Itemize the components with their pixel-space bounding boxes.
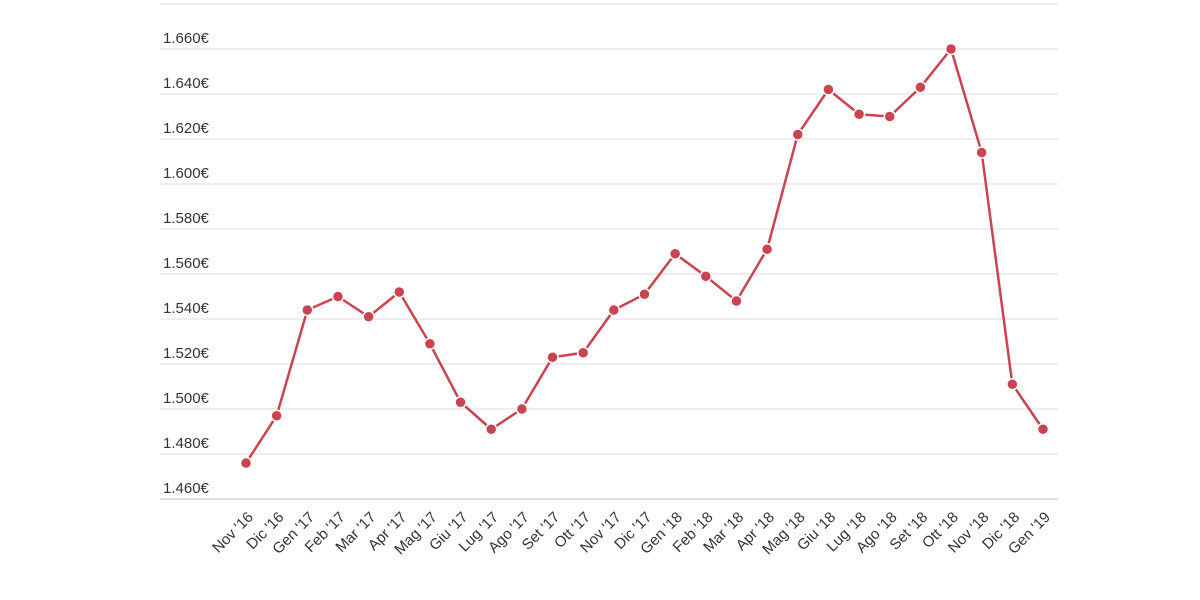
data-point xyxy=(914,81,927,94)
data-point xyxy=(730,294,743,308)
data-point xyxy=(791,128,805,141)
data-point xyxy=(331,290,345,303)
data-point xyxy=(1006,378,1019,391)
data-point xyxy=(576,346,590,359)
data-point xyxy=(362,310,375,323)
y-tick-label: 1.460€ xyxy=(163,480,210,497)
data-point xyxy=(852,108,866,121)
data-point xyxy=(423,337,437,350)
data-point xyxy=(668,247,682,260)
data-point xyxy=(883,110,896,123)
y-tick-label: 1.480€ xyxy=(163,435,210,452)
y-tick-label: 1.620€ xyxy=(163,120,210,137)
data-point xyxy=(944,42,958,56)
y-tick-label: 1.680€ xyxy=(163,0,210,2)
y-tick-label: 1.600€ xyxy=(163,165,210,182)
y-tick-label: 1.540€ xyxy=(163,300,210,317)
data-point xyxy=(301,303,314,317)
y-tick-label: 1.560€ xyxy=(163,255,210,272)
data-point xyxy=(1036,423,1050,436)
data-point xyxy=(607,303,621,317)
series-line xyxy=(244,46,1045,464)
x-tick-label: Nov '16 xyxy=(209,509,257,557)
data-point xyxy=(270,409,283,422)
y-tick-label: 1.640€ xyxy=(163,75,210,92)
data-point xyxy=(454,396,467,409)
data-point xyxy=(393,285,406,299)
data-point xyxy=(975,146,988,159)
y-tick-label: 1.660€ xyxy=(163,30,210,47)
y-tick-label: 1.520€ xyxy=(163,345,210,362)
data-point xyxy=(699,270,713,283)
data-point xyxy=(239,456,253,470)
data-point xyxy=(546,351,559,364)
data-point xyxy=(760,243,774,256)
data-point xyxy=(638,288,651,301)
data-point xyxy=(822,83,835,96)
data-point xyxy=(484,423,498,436)
y-tick-label: 1.580€ xyxy=(163,210,210,227)
y-tick-label: 1.500€ xyxy=(163,390,210,407)
data-point xyxy=(515,402,529,416)
